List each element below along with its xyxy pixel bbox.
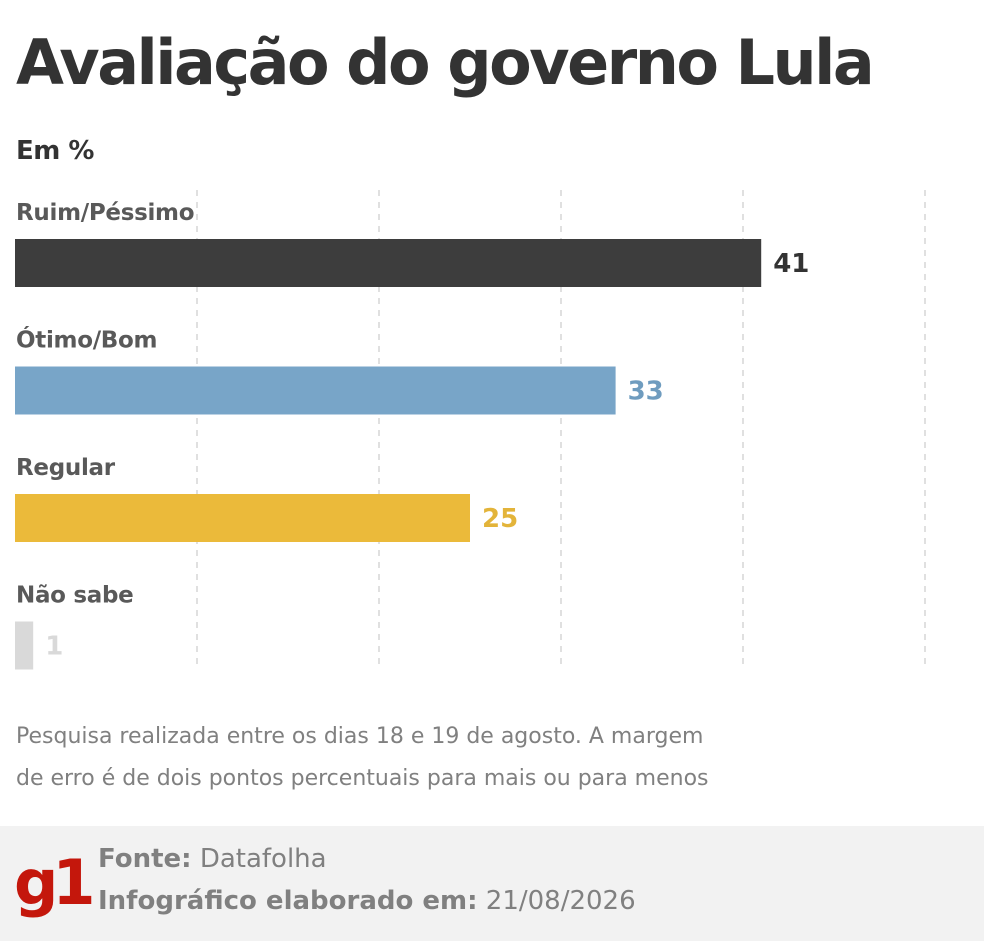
footer: g1 Fonte: Datafolha Infográfico elaborad… bbox=[0, 826, 984, 941]
bar-chart: Ruim/Péssimo 41 Ótimo/Bom 33 Regular 25 Não sa… bbox=[15, 190, 926, 670]
category-label: Ruim/Péssimo bbox=[16, 200, 194, 226]
grid-lines bbox=[196, 190, 926, 667]
source-line: Fonte: Datafolha bbox=[98, 844, 327, 874]
survey-note-line-2: de erro é de dois pontos percentuais par… bbox=[16, 766, 709, 791]
bar bbox=[15, 494, 470, 542]
date-line: Infográfico elaborado em: 21/08/2026 bbox=[98, 886, 636, 916]
category-label: Não sabe bbox=[16, 583, 133, 609]
chart-title: Avaliação do governo Lula bbox=[16, 26, 875, 99]
value-label: 1 bbox=[45, 632, 63, 662]
value-label: 33 bbox=[628, 377, 664, 407]
date-value: 21/08/2026 bbox=[485, 886, 636, 916]
survey-note-line-1: Pesquisa realizada entre os dias 18 e 19… bbox=[16, 724, 704, 749]
bar bbox=[15, 621, 34, 670]
bar bbox=[15, 366, 616, 415]
bars: Ruim/Péssimo 41 Ótimo/Bom 33 Regular 25 Não sa… bbox=[15, 200, 809, 670]
date-label: Infográfico elaborado em: bbox=[98, 886, 478, 916]
value-label: 25 bbox=[482, 504, 518, 534]
category-label: Regular bbox=[16, 455, 116, 481]
survey-note: Pesquisa realizada entre os dias 18 e 19… bbox=[16, 716, 836, 800]
category-label: Ótimo/Bom bbox=[16, 326, 157, 354]
source-value: Datafolha bbox=[199, 844, 327, 874]
bar bbox=[15, 239, 762, 287]
value-label: 41 bbox=[773, 249, 809, 279]
unit-label: Em % bbox=[16, 136, 94, 166]
g1-logo: g1 bbox=[14, 846, 96, 919]
source-label: Fonte: bbox=[98, 844, 192, 874]
